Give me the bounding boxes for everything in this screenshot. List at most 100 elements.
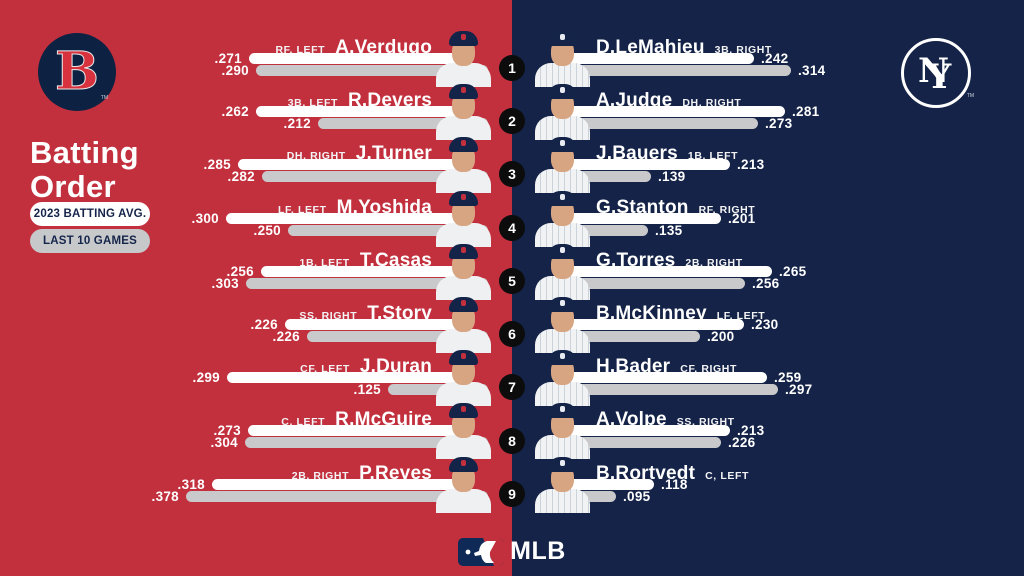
red-sox-row-2: 3B, LEFT R.Devers .262 .212 bbox=[0, 84, 494, 143]
avg-2023-value: .281 bbox=[792, 104, 820, 119]
avg-2023-bar bbox=[560, 106, 785, 117]
last10-value: .095 bbox=[623, 489, 651, 504]
cap-logo-mark bbox=[461, 87, 466, 93]
avg-2023-value: .285 bbox=[203, 157, 231, 172]
player-name: T.Casas bbox=[359, 250, 432, 271]
cap-logo-mark bbox=[461, 247, 466, 253]
player-name: P.Reyes bbox=[359, 463, 432, 484]
player-name: A.Judge bbox=[596, 90, 673, 111]
order-number-badge-9: 9 bbox=[499, 481, 525, 507]
player-name: A.Verdugo bbox=[335, 37, 432, 58]
yankees-logo: N Y TM bbox=[901, 38, 974, 108]
player-photo bbox=[534, 238, 591, 300]
player-photo bbox=[534, 25, 591, 87]
cap-logo-mark bbox=[560, 406, 565, 412]
cap-logo-mark bbox=[461, 194, 466, 200]
yankees-row-1: D.LeMahieu 3B, RIGHT .242 .314 bbox=[534, 31, 1024, 90]
order-number-badge-1: 1 bbox=[499, 55, 525, 81]
last10-value: .290 bbox=[221, 63, 249, 78]
mlb-batter-icon bbox=[458, 537, 505, 566]
last10-value: .304 bbox=[210, 435, 238, 450]
avg-2023-value: .271 bbox=[214, 51, 242, 66]
avg-2023-bar bbox=[560, 53, 754, 64]
last10-value: .226 bbox=[272, 329, 300, 344]
yankees-row-9: B.Rortvedt C, LEFT .118 .095 bbox=[534, 457, 1024, 516]
player-name: J.Turner bbox=[355, 143, 432, 164]
trademark-symbol: TM bbox=[100, 95, 108, 101]
player-name: D.LeMahieu bbox=[596, 37, 705, 58]
title-line-1: Batting bbox=[30, 135, 139, 170]
position-label: C, LEFT bbox=[705, 470, 749, 482]
last10-value: .273 bbox=[765, 116, 793, 131]
last10-value: .282 bbox=[227, 169, 255, 184]
avg-2023-bar bbox=[285, 319, 466, 330]
player-photo bbox=[435, 344, 492, 406]
order-number-badge-2: 2 bbox=[499, 108, 525, 134]
cap-logo-mark bbox=[461, 300, 466, 306]
legend-last-10-games: LAST 10 GAMES bbox=[30, 229, 150, 253]
avg-2023-bar bbox=[212, 479, 466, 490]
red-sox-row-7: CF, LEFT J.Duran .299 .125 bbox=[0, 350, 494, 409]
last10-value: .378 bbox=[151, 489, 179, 504]
avg-2023-bar bbox=[560, 425, 730, 436]
avg-2023-bar bbox=[560, 213, 721, 224]
avg-2023-value: .201 bbox=[728, 211, 756, 226]
player-photo bbox=[534, 131, 591, 193]
avg-2023-bar bbox=[560, 319, 744, 330]
avg-2023-bar bbox=[238, 159, 466, 170]
player-name: M.Yoshida bbox=[336, 197, 432, 218]
player-name: B.Rortvedt bbox=[596, 463, 696, 484]
cap-logo-mark bbox=[461, 140, 466, 146]
last10-bar bbox=[256, 65, 488, 76]
last10-bar bbox=[307, 331, 488, 342]
trademark-symbol: TM bbox=[966, 93, 974, 99]
cap-logo-mark bbox=[560, 353, 565, 359]
avg-2023-value: .262 bbox=[221, 104, 249, 119]
player-photo bbox=[435, 131, 492, 193]
red-sox-row-4: LF, LEFT M.Yoshida .300 .250 bbox=[0, 191, 494, 250]
last10-value: .314 bbox=[798, 63, 826, 78]
avg-2023-value: .242 bbox=[761, 51, 789, 66]
player-photo bbox=[435, 185, 492, 247]
cap-logo-mark bbox=[461, 353, 466, 359]
red-sox-logo: B TM bbox=[38, 33, 116, 111]
red-sox-b-icon: B bbox=[55, 41, 100, 102]
cap-logo-mark bbox=[461, 34, 466, 40]
avg-2023-bar bbox=[560, 159, 730, 170]
player-name: R.Devers bbox=[348, 90, 432, 111]
player-photo bbox=[534, 397, 591, 459]
avg-2023-value: .273 bbox=[213, 423, 241, 438]
last10-bar bbox=[540, 278, 745, 289]
cap-logo-mark bbox=[560, 460, 565, 466]
mlb-wordmark: MLB bbox=[510, 537, 566, 565]
player-name: J.Duran bbox=[359, 356, 432, 377]
player-photo bbox=[534, 291, 591, 353]
red-sox-row-8: C, LEFT R.McGuire .273 .304 bbox=[0, 403, 494, 462]
player-photo bbox=[435, 451, 492, 513]
avg-2023-bar bbox=[560, 266, 772, 277]
cap-logo-mark bbox=[560, 140, 565, 146]
avg-2023-bar bbox=[227, 372, 466, 383]
last10-value: .226 bbox=[728, 435, 756, 450]
last10-bar bbox=[186, 491, 488, 502]
avg-2023-value: .118 bbox=[661, 477, 688, 492]
red-sox-row-5: 1B, LEFT T.Casas .256 .303 bbox=[0, 244, 494, 303]
avg-2023-bar bbox=[560, 372, 767, 383]
cap-logo-mark bbox=[560, 300, 565, 306]
cap-logo-mark bbox=[560, 34, 565, 40]
order-number-badge-6: 6 bbox=[499, 321, 525, 347]
avg-2023-value: .256 bbox=[226, 264, 254, 279]
yankees-row-3: J.Bauers 1B, LEFT .213 .139 bbox=[534, 137, 1024, 196]
last10-value: .297 bbox=[785, 382, 813, 397]
avg-2023-value: .259 bbox=[774, 370, 802, 385]
yankees-row-2: A.Judge DH, RIGHT .281 .273 bbox=[534, 84, 1024, 143]
player-photo bbox=[435, 238, 492, 300]
last10-bar bbox=[288, 225, 488, 236]
last10-bar bbox=[540, 171, 651, 182]
cap-logo-mark bbox=[461, 460, 466, 466]
avg-2023-value: .300 bbox=[191, 211, 219, 226]
last10-value: .125 bbox=[353, 382, 381, 397]
avg-2023-bar bbox=[226, 213, 466, 224]
player-photo bbox=[534, 451, 591, 513]
